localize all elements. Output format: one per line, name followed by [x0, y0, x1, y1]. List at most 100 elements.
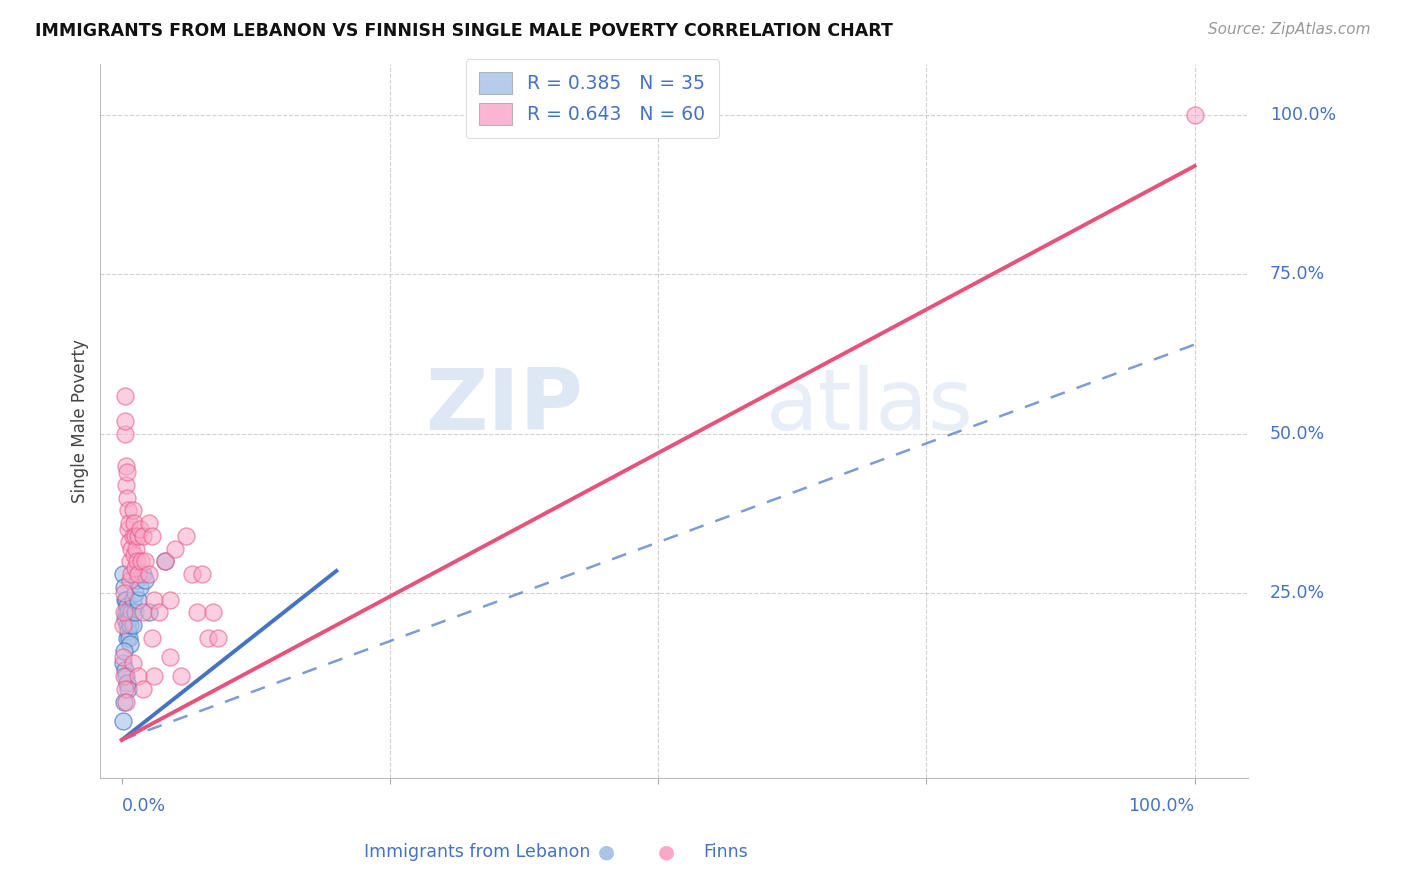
- Point: [112, 606, 135, 620]
- Point: [127, 529, 149, 543]
- Text: 25.0%: 25.0%: [1270, 584, 1324, 602]
- Point: [114, 612, 136, 626]
- Point: [174, 529, 197, 543]
- Point: [117, 523, 139, 537]
- Point: [120, 574, 142, 588]
- Point: [124, 586, 146, 600]
- Point: [148, 606, 170, 620]
- Y-axis label: Single Male Poverty: Single Male Poverty: [72, 339, 89, 503]
- Point: [186, 606, 208, 620]
- Point: [159, 650, 181, 665]
- Point: [115, 478, 138, 492]
- Point: [115, 618, 138, 632]
- Point: [120, 554, 142, 568]
- Text: ●: ●: [598, 842, 614, 862]
- Point: [118, 516, 141, 530]
- Text: 100.0%: 100.0%: [1270, 106, 1336, 124]
- Point: [111, 714, 134, 728]
- Text: Source: ZipAtlas.com: Source: ZipAtlas.com: [1208, 22, 1371, 37]
- Point: [132, 681, 155, 696]
- Text: IMMIGRANTS FROM LEBANON VS FINNISH SINGLE MALE POVERTY CORRELATION CHART: IMMIGRANTS FROM LEBANON VS FINNISH SINGL…: [35, 22, 893, 40]
- Point: [141, 631, 163, 645]
- Point: [120, 618, 142, 632]
- Point: [138, 516, 160, 530]
- Point: [132, 567, 155, 582]
- Point: [134, 554, 156, 568]
- Point: [115, 465, 138, 479]
- Point: [125, 574, 148, 588]
- Text: 100.0%: 100.0%: [1129, 797, 1195, 815]
- Point: [114, 681, 136, 696]
- Point: [115, 695, 138, 709]
- Point: [127, 567, 149, 582]
- Point: [165, 541, 187, 556]
- Point: [121, 657, 143, 671]
- Point: [121, 529, 143, 543]
- Text: Immigrants from Lebanon: Immigrants from Lebanon: [364, 843, 591, 861]
- Point: [117, 681, 139, 696]
- Point: [117, 606, 139, 620]
- Point: [124, 560, 146, 574]
- Point: [112, 586, 135, 600]
- Point: [124, 529, 146, 543]
- Point: [143, 592, 166, 607]
- Point: [121, 606, 143, 620]
- Point: [141, 529, 163, 543]
- Point: [207, 631, 229, 645]
- Point: [115, 491, 138, 505]
- Point: [118, 612, 141, 626]
- Point: [138, 567, 160, 582]
- Point: [1184, 108, 1206, 122]
- Text: ●: ●: [658, 842, 675, 862]
- Point: [115, 631, 138, 645]
- Point: [127, 592, 149, 607]
- Point: [118, 535, 141, 549]
- Point: [122, 516, 145, 530]
- Point: [121, 503, 143, 517]
- Point: [132, 606, 155, 620]
- Point: [111, 657, 134, 671]
- Point: [117, 624, 139, 639]
- Point: [122, 548, 145, 562]
- Point: [129, 580, 152, 594]
- Point: [153, 554, 176, 568]
- Text: 75.0%: 75.0%: [1270, 266, 1324, 284]
- Point: [114, 388, 136, 402]
- Point: [127, 669, 149, 683]
- Point: [112, 643, 135, 657]
- Point: [117, 503, 139, 517]
- Point: [112, 669, 135, 683]
- Point: [115, 675, 138, 690]
- Point: [153, 554, 176, 568]
- Point: [111, 567, 134, 582]
- Point: [124, 606, 146, 620]
- Point: [159, 592, 181, 607]
- Point: [138, 606, 160, 620]
- Text: 50.0%: 50.0%: [1270, 425, 1324, 442]
- Point: [115, 592, 138, 607]
- Point: [129, 523, 152, 537]
- Point: [121, 567, 143, 582]
- Point: [197, 631, 219, 645]
- Point: [121, 592, 143, 607]
- Point: [112, 580, 135, 594]
- Point: [191, 567, 214, 582]
- Point: [115, 458, 138, 473]
- Point: [114, 592, 136, 607]
- Point: [120, 637, 142, 651]
- Point: [132, 529, 155, 543]
- Point: [170, 669, 193, 683]
- Text: ZIP: ZIP: [425, 366, 582, 449]
- Text: Finns: Finns: [703, 843, 748, 861]
- Point: [201, 606, 224, 620]
- Point: [121, 541, 143, 556]
- Point: [125, 554, 148, 568]
- Point: [118, 631, 141, 645]
- Point: [112, 695, 135, 709]
- Point: [115, 599, 138, 613]
- Point: [114, 426, 136, 441]
- Point: [180, 567, 202, 582]
- Point: [134, 574, 156, 588]
- Point: [143, 669, 166, 683]
- Point: [115, 669, 138, 683]
